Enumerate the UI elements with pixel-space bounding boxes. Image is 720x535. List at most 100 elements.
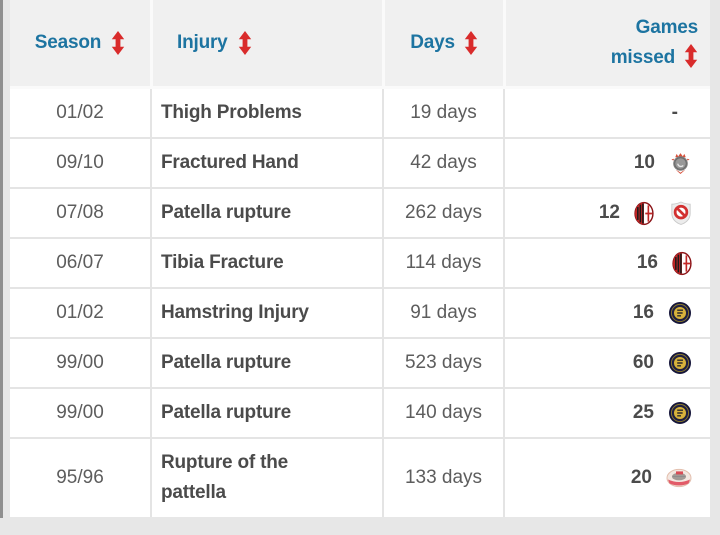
club-badges bbox=[668, 401, 692, 425]
injury-value: Hamstring Injury bbox=[161, 302, 309, 323]
games-missed-value: - bbox=[671, 102, 678, 123]
injury-cell: Fractured Hand bbox=[150, 139, 382, 187]
injury-cell: Patella rupture bbox=[150, 339, 382, 387]
sort-updown-icon[interactable] bbox=[464, 31, 478, 55]
club-badges bbox=[672, 251, 692, 276]
games-missed-cell: 16 bbox=[503, 239, 710, 287]
days-value: 262 days bbox=[404, 202, 483, 223]
injury-value: Tibia Fracture bbox=[161, 252, 284, 273]
days-cell: 91 days bbox=[382, 289, 503, 337]
injury-value: Patella rupture bbox=[161, 202, 292, 223]
column-header-days-label: Days bbox=[410, 32, 455, 53]
inter-milan-badge-icon[interactable] bbox=[668, 401, 692, 425]
days-cell: 133 days bbox=[382, 439, 503, 517]
season-cell: 95/96 bbox=[10, 439, 150, 517]
injury-row: 99/00 Patella rupture 523 days 60 bbox=[10, 337, 710, 387]
club-badges bbox=[668, 351, 692, 375]
games-missed-cell: 16 bbox=[503, 289, 710, 337]
games-missed-value: 16 bbox=[636, 252, 658, 273]
table-body: 01/02 Thigh Problems 19 days - 09/10 Fra… bbox=[10, 86, 710, 517]
days-value: 523 days bbox=[404, 352, 483, 373]
psv-badge-icon[interactable] bbox=[666, 468, 692, 488]
days-value: 91 days bbox=[410, 302, 477, 323]
column-header-games-missed-label: Games missed bbox=[610, 17, 698, 68]
sort-updown-icon[interactable] bbox=[238, 31, 252, 55]
column-header-days[interactable]: Days bbox=[382, 0, 503, 86]
games-missed-cell: 60 bbox=[503, 339, 710, 387]
season-cell: 99/00 bbox=[10, 339, 150, 387]
season-value: 99/00 bbox=[56, 402, 104, 423]
season-value: 95/96 bbox=[56, 467, 104, 488]
days-cell: 42 days bbox=[382, 139, 503, 187]
ac-milan-badge-icon[interactable] bbox=[672, 251, 692, 276]
games-missed-value: 20 bbox=[630, 467, 652, 488]
injury-cell: Patella rupture bbox=[150, 389, 382, 437]
column-header-games-missed[interactable]: Games missed bbox=[503, 0, 710, 86]
corinthians-badge-icon[interactable] bbox=[669, 152, 692, 175]
column-header-injury[interactable]: Injury bbox=[150, 0, 382, 86]
games-missed-cell: 25 bbox=[503, 389, 710, 437]
club-badges bbox=[634, 201, 692, 226]
injury-row: 99/00 Patella rupture 140 days 25 bbox=[10, 387, 710, 437]
injury-row: 95/96 Rupture of the pattella 133 days 2… bbox=[10, 437, 710, 517]
season-cell: 07/08 bbox=[10, 189, 150, 237]
games-missed-value: 16 bbox=[632, 302, 654, 323]
injury-cell: Rupture of the pattella bbox=[150, 439, 382, 517]
games-missed-value: 25 bbox=[632, 402, 654, 423]
season-value: 01/02 bbox=[56, 102, 104, 123]
games-missed-value: 10 bbox=[633, 152, 655, 173]
sort-updown-icon[interactable] bbox=[684, 44, 698, 68]
season-cell: 01/02 bbox=[10, 289, 150, 337]
games-missed-cell: 20 bbox=[503, 439, 710, 517]
days-value: 19 days bbox=[410, 102, 477, 123]
column-header-injury-label: Injury bbox=[177, 32, 228, 53]
days-cell: 114 days bbox=[382, 239, 503, 287]
days-value: 42 days bbox=[410, 152, 477, 173]
club-badges bbox=[669, 152, 692, 175]
days-value: 140 days bbox=[404, 402, 483, 423]
season-value: 09/10 bbox=[56, 152, 104, 173]
days-cell: 523 days bbox=[382, 339, 503, 387]
injury-cell: Hamstring Injury bbox=[150, 289, 382, 337]
column-header-season[interactable]: Season bbox=[10, 0, 150, 86]
season-cell: 09/10 bbox=[10, 139, 150, 187]
season-cell: 01/02 bbox=[10, 89, 150, 137]
days-value: 114 days bbox=[405, 252, 482, 273]
sort-updown-icon[interactable] bbox=[111, 31, 125, 55]
days-cell: 262 days bbox=[382, 189, 503, 237]
days-value: 133 days bbox=[404, 467, 483, 488]
table-header-row: Season Injury Days Games missed bbox=[10, 0, 710, 86]
club-badges bbox=[666, 468, 692, 488]
days-cell: 140 days bbox=[382, 389, 503, 437]
injury-row: 07/08 Patella rupture 262 days 12 bbox=[10, 187, 710, 237]
games-missed-cell: 10 bbox=[503, 139, 710, 187]
without-club-badge-icon[interactable] bbox=[670, 201, 692, 225]
club-badges bbox=[668, 301, 692, 325]
column-header-season-label: Season bbox=[34, 32, 102, 53]
inter-milan-badge-icon[interactable] bbox=[668, 351, 692, 375]
games-missed-cell: 12 bbox=[503, 189, 710, 237]
injury-value: Patella rupture bbox=[161, 402, 292, 423]
days-cell: 19 days bbox=[382, 89, 503, 137]
season-value: 07/08 bbox=[56, 202, 104, 223]
ac-milan-badge-icon[interactable] bbox=[634, 201, 654, 226]
season-value: 99/00 bbox=[56, 352, 104, 373]
injury-row: 01/02 Thigh Problems 19 days - bbox=[10, 86, 710, 137]
injury-value: Fractured Hand bbox=[161, 152, 299, 173]
injury-history-table: Season Injury Days Games missed bbox=[10, 0, 710, 517]
injury-row: 06/07 Tibia Fracture 114 days 16 bbox=[10, 237, 710, 287]
season-value: 01/02 bbox=[56, 302, 104, 323]
injury-row: 01/02 Hamstring Injury 91 days 16 bbox=[10, 287, 710, 337]
season-cell: 06/07 bbox=[10, 239, 150, 287]
injury-value: Thigh Problems bbox=[161, 102, 302, 123]
injury-value: Patella rupture bbox=[161, 352, 292, 373]
inter-milan-badge-icon[interactable] bbox=[668, 301, 692, 325]
season-cell: 99/00 bbox=[10, 389, 150, 437]
screen-edge-strip bbox=[0, 0, 3, 518]
injury-cell: Tibia Fracture bbox=[150, 239, 382, 287]
injury-cell: Patella rupture bbox=[150, 189, 382, 237]
injury-cell: Thigh Problems bbox=[150, 89, 382, 137]
injury-row: 09/10 Fractured Hand 42 days 10 bbox=[10, 137, 710, 187]
injury-value: Rupture of the pattella bbox=[161, 452, 289, 503]
